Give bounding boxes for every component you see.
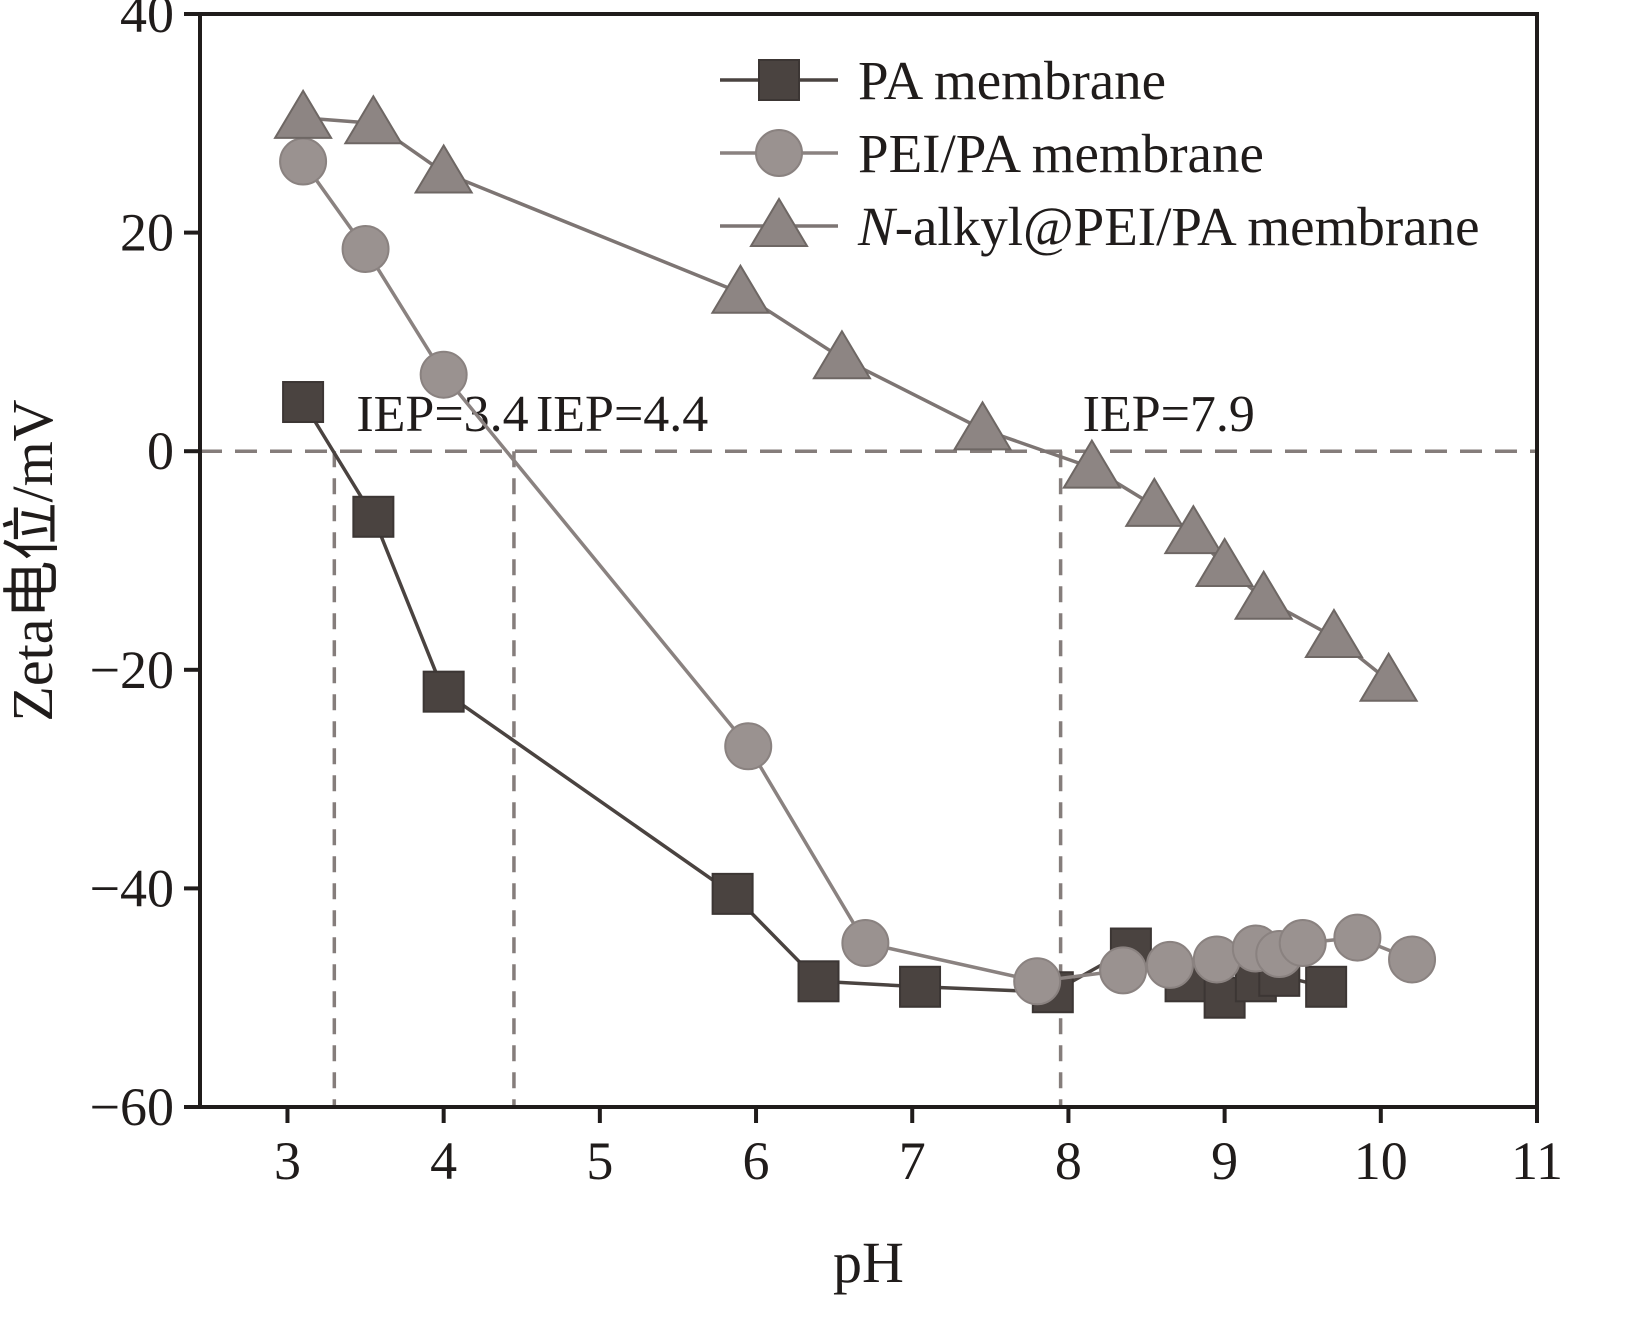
y-tick-label: −40 [90, 858, 174, 918]
triangle-marker [273, 88, 333, 139]
triangle-marker [1233, 569, 1294, 620]
legend-label: PEI/PA membrane [858, 123, 1264, 184]
legend-entry: PA membrane [720, 50, 1166, 111]
circle-marker [1099, 946, 1148, 995]
circle-marker [1013, 957, 1062, 1006]
triangle-marker [1304, 608, 1364, 659]
y-tick-label: 0 [147, 421, 174, 481]
triangle-marker [1163, 504, 1224, 555]
legend-entry: N-alkyl@PEI/PA membrane [720, 196, 1480, 257]
y-tick-label: −60 [90, 1077, 174, 1137]
square-marker [758, 59, 800, 101]
iep-label: IEP=7.9 [1083, 386, 1255, 443]
square-marker [282, 381, 325, 424]
circle-marker [724, 722, 773, 771]
square-marker [1305, 965, 1348, 1008]
triangle-marker [812, 329, 872, 380]
circle-marker [341, 224, 390, 273]
triangle-marker [343, 94, 404, 145]
x-tick-label: 9 [1211, 1131, 1238, 1191]
triangle-marker [710, 263, 771, 314]
x-tick-label: 5 [586, 1131, 613, 1191]
circle-marker [755, 129, 803, 177]
triangle-marker [1194, 537, 1255, 587]
legend-label: PA membrane [858, 50, 1166, 111]
y-tick-label: 20 [120, 203, 174, 263]
circle-marker [841, 919, 890, 968]
x-tick-label: 6 [743, 1131, 770, 1191]
legend-entry: PEI/PA membrane [720, 123, 1264, 184]
plot-frame [198, 12, 1539, 1109]
square-marker [797, 960, 840, 1003]
square-marker [899, 965, 942, 1008]
y-axis-label: Zeta电位/mV [0, 399, 65, 721]
x-tick-label: 11 [1511, 1131, 1563, 1191]
iep-label: IEP=4.4 [536, 386, 708, 443]
x-tick-label: 4 [430, 1131, 457, 1191]
triangle-marker [413, 143, 474, 194]
y-tick-label: 40 [120, 0, 174, 44]
triangle-marker [1062, 438, 1122, 489]
legend-label: N-alkyl@PEI/PA membrane [857, 196, 1480, 257]
x-axis-label: pH [833, 1230, 904, 1295]
y-tick-label: −20 [90, 640, 174, 700]
x-tick-label: 10 [1354, 1131, 1408, 1191]
circle-marker [1145, 940, 1194, 989]
triangle-marker [749, 197, 809, 247]
circle-marker [419, 350, 468, 399]
square-marker [422, 670, 465, 713]
circle-marker [1278, 919, 1327, 968]
x-tick-label: 7 [899, 1131, 926, 1191]
circle-marker [279, 137, 328, 186]
triangle-marker [1358, 651, 1419, 702]
square-marker [352, 495, 395, 538]
circle-marker [1388, 935, 1437, 984]
square-marker [711, 872, 754, 915]
circle-marker [1333, 913, 1382, 962]
x-tick-label: 3 [274, 1131, 301, 1191]
triangle-marker [952, 400, 1013, 451]
triangle-marker [1124, 476, 1185, 527]
x-tick-label: 8 [1055, 1131, 1082, 1191]
